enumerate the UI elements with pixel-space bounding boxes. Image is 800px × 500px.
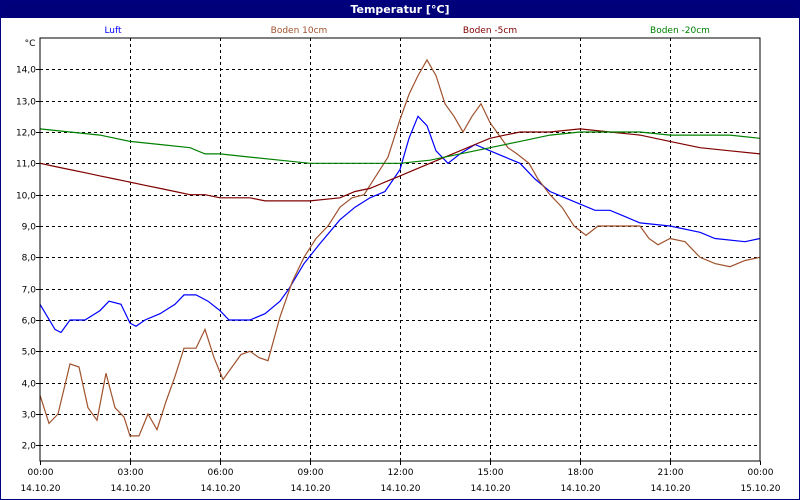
series-line-boden-5cm	[39, 128, 761, 202]
legend: Luft Boden 10cm Boden -5cm Boden -20cm	[104, 26, 710, 36]
y-tick-label: 14,0	[16, 66, 36, 76]
x-tick-date: 14.10.20	[650, 484, 690, 494]
series-line-luft	[39, 115, 761, 334]
legend-entry-boden-20cm: Boden -20cm	[650, 26, 710, 36]
y-tick-label: 12,0	[16, 129, 36, 139]
x-tick-time: 09:00	[298, 468, 324, 478]
x-tick-date: 14.10.20	[470, 484, 510, 494]
axes: 2,0 3,0 4,0 5,0 6,0 7,0 8,0 9,0 10,0 11,0 12,0 13,0…	[16, 37, 781, 494]
x-tick-date: 14.10.20	[290, 484, 330, 494]
x-tick-date: 14.10.20	[110, 484, 150, 494]
x-tick-date: 14.10.20	[20, 484, 60, 494]
y-tick-label: 3,0	[22, 411, 37, 421]
chart-title: Temperatur [°C]	[1, 1, 799, 18]
legend-entry-boden-10cm: Boden 10cm	[271, 26, 328, 36]
grid	[40, 38, 760, 461]
x-tick-time: 06:00	[208, 468, 234, 478]
x-tick-time: 03:00	[118, 468, 144, 478]
y-tick-label: 10,0	[16, 192, 36, 202]
legend-entry-boden-5cm: Boden -5cm	[463, 26, 517, 36]
x-tick-time: 21:00	[658, 468, 684, 478]
x-tick-time: 18:00	[568, 468, 594, 478]
y-tick-label: 11,0	[16, 160, 36, 170]
series-line-boden-20cm	[39, 128, 761, 164]
x-tick-time: 15:00	[478, 468, 504, 478]
y-axis-unit: °C	[25, 39, 36, 49]
x-tick-date: 14.10.20	[380, 484, 420, 494]
x-tick-time: 12:00	[388, 468, 414, 478]
y-tick-label: 7,0	[22, 286, 37, 296]
x-tick-date: 15.10.20	[740, 484, 780, 494]
x-tick-date: 14.10.20	[560, 484, 600, 494]
legend-entry-luft: Luft	[104, 26, 122, 36]
x-tick-date: 14.10.20	[200, 484, 240, 494]
y-tick-label: 4,0	[22, 380, 37, 390]
y-tick-label: 13,0	[16, 98, 36, 108]
x-tick-time: 00:00	[748, 468, 774, 478]
y-tick-label: 6,0	[22, 317, 37, 327]
x-tick-time: 00:00	[28, 468, 54, 478]
series-line-boden-10cm	[39, 58, 761, 437]
y-tick-label: 9,0	[22, 223, 37, 233]
y-tick-label: 5,0	[22, 348, 37, 358]
series-lines	[39, 58, 761, 437]
y-tick-label: 2,0	[22, 442, 37, 452]
y-tick-label: 8,0	[22, 254, 37, 264]
